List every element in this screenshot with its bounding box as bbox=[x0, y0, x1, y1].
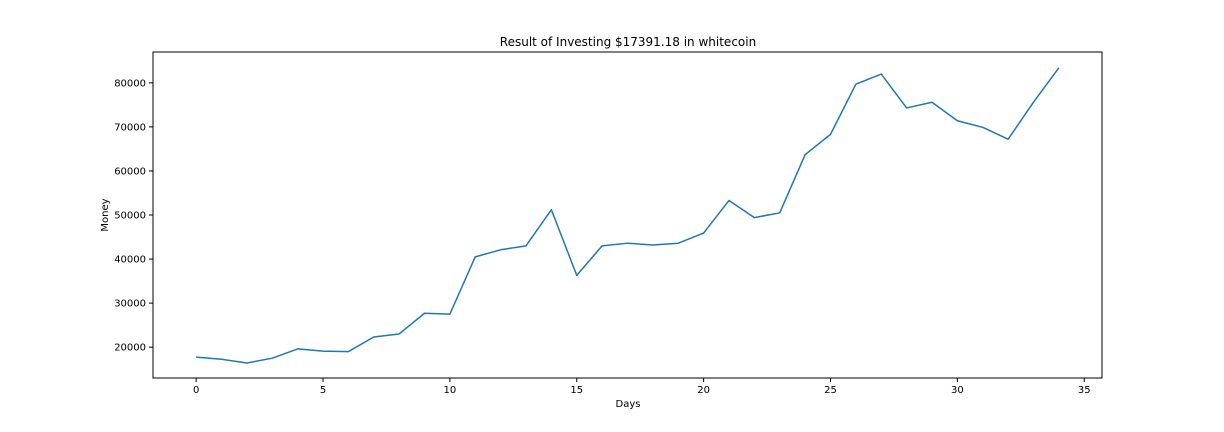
series-group bbox=[196, 67, 1060, 364]
x-tick-label: 30 bbox=[951, 385, 964, 396]
y-axis: 20000 30000 40000 50000 60000 70000 80000 bbox=[114, 78, 153, 354]
x-tick-label: 5 bbox=[320, 385, 326, 396]
y-tick-label: 20000 bbox=[114, 343, 146, 354]
y-tick-label: 80000 bbox=[114, 78, 146, 89]
y-tick-label: 40000 bbox=[114, 255, 146, 266]
x-tick-label: 25 bbox=[824, 385, 837, 396]
y-tick-label: 60000 bbox=[114, 166, 146, 177]
x-tick-label: 15 bbox=[570, 385, 583, 396]
x-tick-label: 10 bbox=[444, 385, 457, 396]
x-tick-label: 35 bbox=[1078, 385, 1091, 396]
plot-area-frame bbox=[152, 51, 1103, 379]
x-axis: 0 5 10 15 20 25 30 35 bbox=[193, 378, 1091, 396]
x-tick-label: 20 bbox=[697, 385, 710, 396]
y-tick-label: 50000 bbox=[114, 211, 146, 222]
x-axis-label: Days bbox=[616, 399, 641, 410]
x-tick-label: 0 bbox=[193, 385, 199, 396]
y-tick-label: 30000 bbox=[114, 299, 146, 310]
y-tick-label: 70000 bbox=[114, 122, 146, 133]
chart-title: Result of Investing $17391.18 in whiteco… bbox=[500, 35, 756, 49]
series-line bbox=[196, 67, 1060, 364]
y-axis-label: Money bbox=[100, 198, 111, 231]
